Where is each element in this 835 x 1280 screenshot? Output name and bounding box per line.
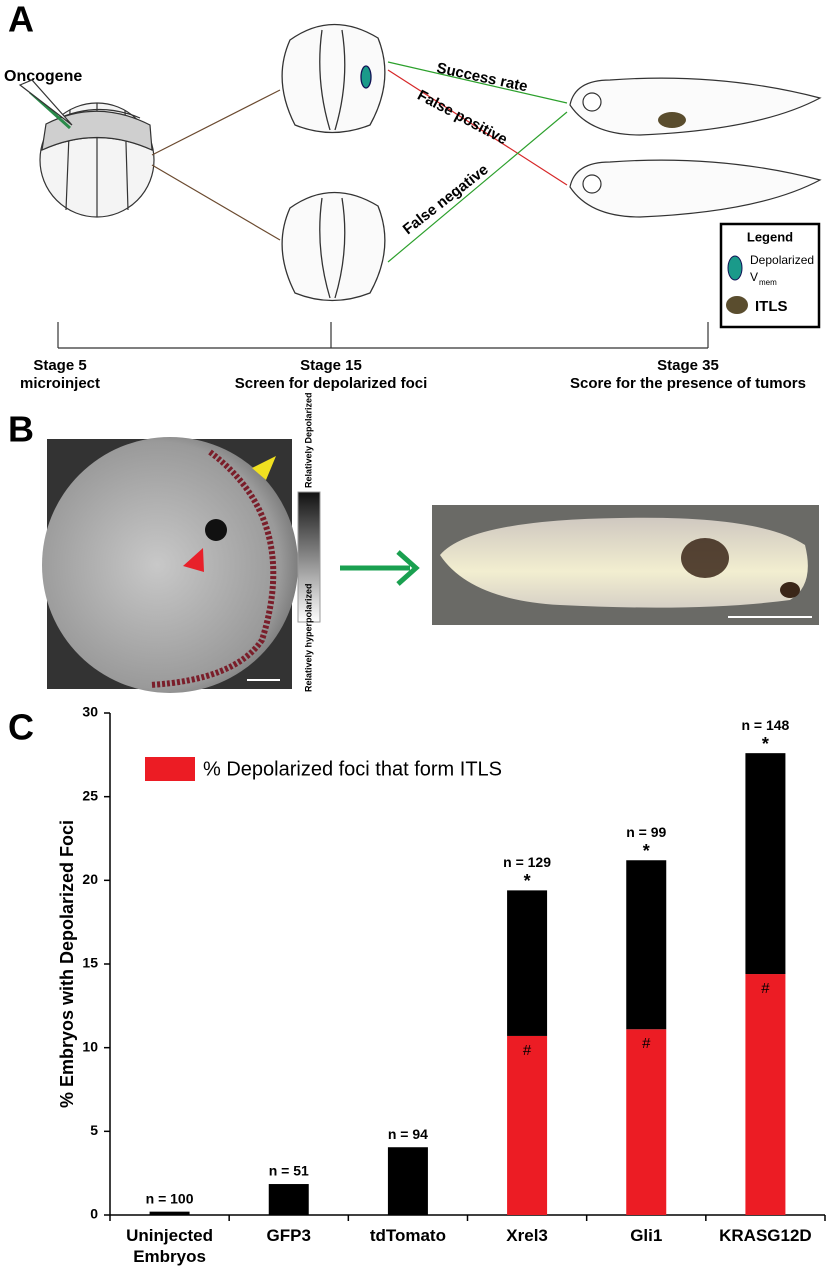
- bar-segment: [626, 860, 667, 1030]
- color-scale: [297, 491, 321, 623]
- stage15-embryo-top: [281, 23, 386, 134]
- x-tick-label: GFP3: [266, 1226, 311, 1245]
- x-tick-label: Uninjected Embryos: [126, 1226, 214, 1266]
- bar-segment: [745, 753, 786, 975]
- panel-letter: B: [8, 409, 34, 450]
- y-tick-label: 25: [82, 787, 98, 803]
- significance: *: [524, 871, 531, 891]
- bar-segment: [626, 1029, 667, 1215]
- y-tick-label: 20: [82, 871, 98, 887]
- stage-desc: Screen for depolarized foci: [235, 375, 428, 392]
- legend-label: mem: [759, 278, 777, 287]
- legend-swatch: [145, 757, 195, 781]
- legend-label: V: [750, 270, 758, 284]
- bar-segment: [507, 1035, 548, 1215]
- stage-desc: Score for the presence of tumors: [570, 375, 806, 392]
- n-label: n = 148: [741, 717, 789, 733]
- n-label: n = 100: [146, 1190, 194, 1206]
- significance: *: [643, 841, 650, 861]
- legend-label: ITLS: [755, 298, 788, 315]
- n-label: n = 51: [269, 1163, 309, 1179]
- bar-segment: [268, 1184, 309, 1215]
- legend-box: Legend Depolarized V mem ITLS: [719, 222, 821, 329]
- tadpole-image: [432, 505, 819, 625]
- y-tick-label: 10: [82, 1038, 98, 1054]
- x-tick-label: tdTomato: [369, 1226, 446, 1245]
- panel-letter: A: [8, 0, 34, 40]
- value-label: #: [523, 1042, 532, 1059]
- y-tick-label: 5: [90, 1122, 98, 1138]
- green-arrow: [340, 550, 420, 586]
- stage-label: Stage 5: [33, 357, 86, 374]
- stage-label: Stage 35: [657, 357, 719, 374]
- stage-label: Stage 15: [300, 357, 362, 374]
- y-axis-label: % Embryos with Depolarized Foci: [57, 820, 77, 1108]
- significance: *: [762, 734, 769, 754]
- early-embryo: [18, 79, 155, 218]
- scale-label: Relatively Depolarized: [303, 392, 313, 488]
- value-label: #: [761, 980, 770, 997]
- bar-segment: [745, 974, 786, 1215]
- panel-letter: C: [8, 707, 34, 748]
- x-tick-label: KRASG12D: [719, 1226, 812, 1245]
- scale-label: Relatively hyperpolarized: [303, 583, 313, 692]
- y-tick-label: 0: [90, 1206, 98, 1222]
- bar-segment: [507, 890, 548, 1036]
- tadpole-bottom: [569, 159, 822, 218]
- legend-title: Legend: [747, 229, 793, 244]
- arrow-label: Success rate: [435, 60, 529, 96]
- y-tick-label: 15: [82, 955, 98, 971]
- stage15-embryo-bottom: [281, 191, 386, 302]
- n-label: n = 99: [626, 824, 666, 840]
- tadpole-top: [569, 77, 822, 136]
- n-label: n = 94: [388, 1126, 428, 1142]
- y-tick-label: 30: [82, 704, 98, 720]
- bar-segment: [149, 1211, 190, 1215]
- oncogene-label: Oncogene: [4, 68, 82, 85]
- embryo-image: [42, 437, 298, 693]
- legend-label: Depolarized: [750, 253, 814, 267]
- legend-label: % Depolarized foci that form ITLS: [203, 758, 502, 780]
- arrow-label: False negative: [400, 161, 492, 238]
- x-tick-label: Gli1: [630, 1226, 663, 1245]
- timeline: [57, 322, 709, 349]
- bar-segment: [387, 1147, 428, 1215]
- stage-desc: microinject: [20, 375, 100, 392]
- x-tick-label: Xrel3: [506, 1226, 548, 1245]
- value-label: #: [642, 1035, 651, 1052]
- arrow-label: False positive: [414, 87, 510, 149]
- n-label: n = 129: [503, 854, 551, 870]
